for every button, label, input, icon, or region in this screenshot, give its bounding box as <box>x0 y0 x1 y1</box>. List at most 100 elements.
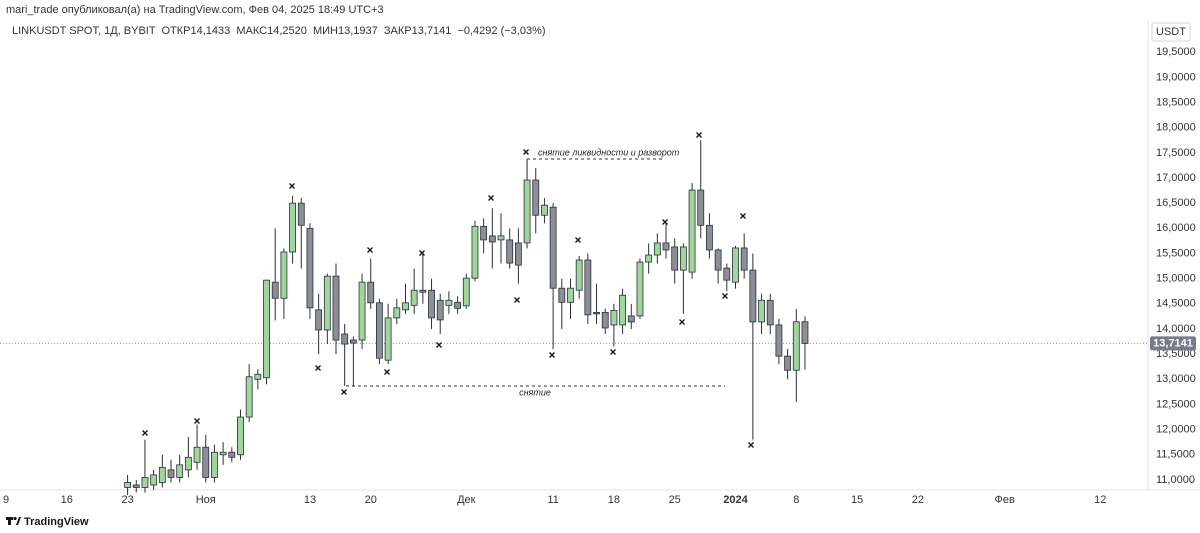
candle-body <box>497 235 505 241</box>
y-tick-label: 12,0000 <box>1156 424 1196 436</box>
candle-body <box>462 277 470 307</box>
candle-body <box>280 251 288 299</box>
candle-body <box>184 456 192 471</box>
candle-body <box>653 242 661 256</box>
candle-body <box>211 451 218 478</box>
candle-body <box>593 311 600 315</box>
candle-body <box>167 469 175 478</box>
candle-body <box>297 202 305 226</box>
candle-body <box>436 299 444 321</box>
candle-body <box>341 333 349 345</box>
candle-body <box>671 246 679 271</box>
candle-body <box>801 321 809 344</box>
candles <box>124 140 809 496</box>
candle-body <box>541 204 548 216</box>
candle-body <box>141 477 149 488</box>
cross-marker <box>523 149 529 155</box>
candle-body <box>645 254 653 263</box>
candle-body <box>740 247 748 271</box>
x-tick-label: 11 <box>547 494 558 506</box>
logo <box>6 516 21 525</box>
candle-body <box>402 302 409 311</box>
candle-body <box>428 289 435 319</box>
candle-body <box>766 299 774 326</box>
candle-body <box>784 355 791 371</box>
candle-body <box>263 279 270 379</box>
candle-body <box>584 259 592 316</box>
candle-body <box>158 466 166 483</box>
cross-marker <box>662 219 668 225</box>
x-tick-label: 8 <box>793 494 799 506</box>
candle-body <box>792 321 800 371</box>
candle-body <box>558 287 566 303</box>
x-tick-label: 2024 <box>723 494 748 506</box>
y-tick-label: 13,0000 <box>1156 373 1196 385</box>
y-tick-label: 16,0000 <box>1156 222 1196 234</box>
candle-body <box>393 307 401 319</box>
candle-body <box>384 317 392 361</box>
candle-body <box>575 259 583 291</box>
x-tick-label: 22 <box>912 494 924 506</box>
y-tick-label: 16,5000 <box>1156 197 1196 209</box>
candle-body <box>176 464 184 478</box>
x-tick-label: 9 <box>3 494 9 506</box>
candle-body <box>332 275 340 341</box>
candle-body <box>749 269 757 323</box>
candle-body <box>523 179 531 244</box>
x-tick-label: 13 <box>304 494 316 506</box>
cross-marker <box>549 352 555 358</box>
candle-body <box>662 242 670 251</box>
cross-marker <box>419 250 425 256</box>
candle-body <box>610 309 618 326</box>
header: mari_trade опубликовал(а) на TradingView… <box>6 4 384 16</box>
y-tick-label: 11,0000 <box>1156 474 1195 486</box>
cross-marker <box>289 183 295 189</box>
candle-body <box>124 482 131 488</box>
candle-body <box>679 246 687 271</box>
candle-body <box>237 416 244 456</box>
cross-marker <box>142 430 148 436</box>
cross-marker <box>341 389 347 395</box>
last-price-box <box>1150 336 1196 351</box>
candle-body <box>306 227 314 309</box>
candle-body <box>315 309 323 331</box>
candle-body <box>758 299 765 323</box>
candle-body <box>358 281 366 341</box>
candle-body <box>271 281 279 299</box>
cross-marker <box>679 319 685 325</box>
x-tick-label: Дек <box>457 494 476 506</box>
candle-body <box>202 446 210 478</box>
y-tick-label: 12,5000 <box>1156 398 1196 410</box>
candle-body <box>697 189 705 226</box>
candle-body <box>627 315 635 323</box>
candle-body <box>219 451 227 456</box>
candle-body <box>549 206 557 289</box>
y-tick-label: 19,0000 <box>1156 71 1196 83</box>
y-tick-label: 18,0000 <box>1156 122 1196 134</box>
cross-marker <box>514 297 520 303</box>
candle-body <box>289 202 296 253</box>
candle-body <box>601 311 609 329</box>
currency-box[interactable] <box>1151 22 1191 42</box>
x-tick-label: Ноя <box>196 494 216 506</box>
cross-marker <box>740 213 746 219</box>
candle-body <box>228 451 236 458</box>
y-tick-label: 13,5000 <box>1156 348 1196 360</box>
candle-body <box>706 224 713 251</box>
x-tick-label: 12 <box>1094 494 1106 506</box>
cross-marker <box>575 237 581 243</box>
footer: TradingView <box>24 516 89 528</box>
last-price-label: 13,7141 <box>1153 337 1193 349</box>
cross-marker <box>696 132 702 138</box>
candle-body <box>714 249 722 271</box>
candle-body <box>193 446 201 463</box>
cross-marker <box>748 442 754 448</box>
candle-body <box>532 179 540 216</box>
candle-body <box>367 281 375 304</box>
candle-body <box>514 242 522 266</box>
candle-body <box>567 287 574 303</box>
y-tick-label: 19,5000 <box>1156 46 1196 58</box>
candle-body <box>775 324 783 357</box>
candle-body <box>688 189 696 273</box>
